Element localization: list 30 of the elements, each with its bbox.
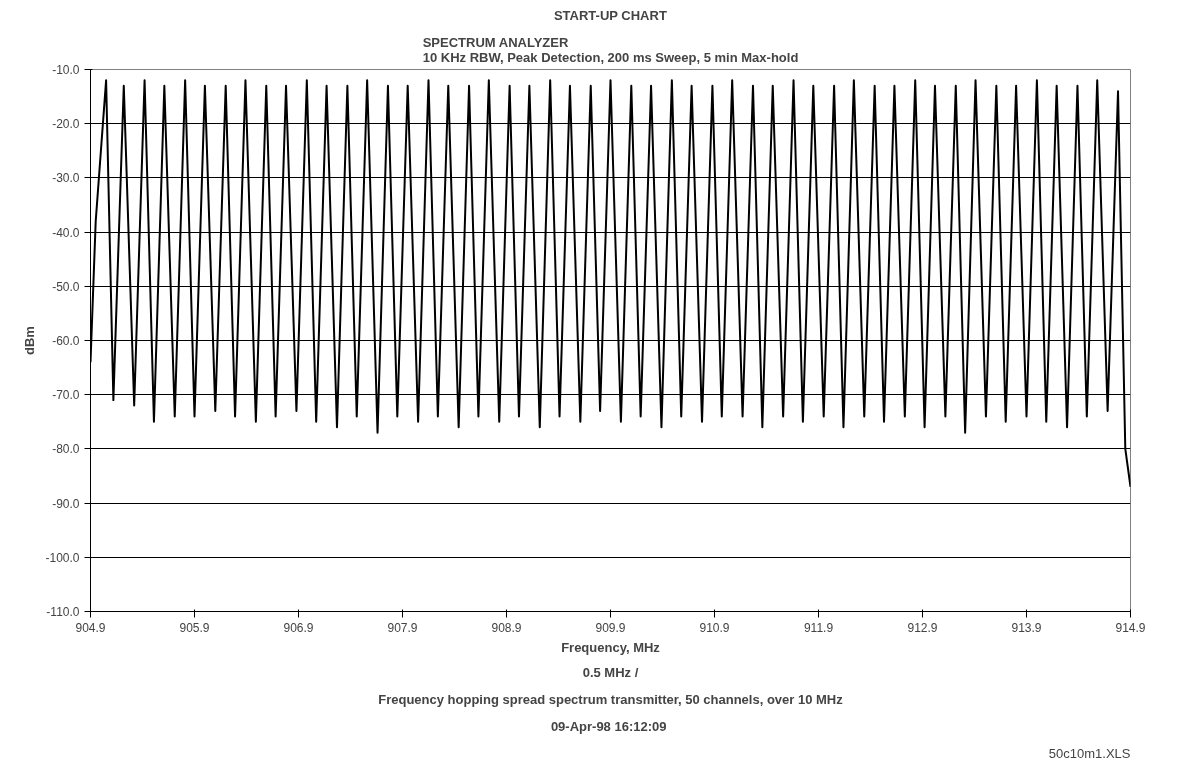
text: 09-Apr-98 16:12:09	[550, 718, 667, 734]
x-tick-label: 906.9	[283, 620, 314, 635]
x-tick-label: 908.9	[491, 620, 522, 635]
text: Frequency hopping spread spectrum transmitter, 50 channels, over 10 MHz	[378, 691, 844, 707]
y-tick-label: -100.0	[45, 550, 80, 565]
x-tick-label: 907.9	[387, 620, 418, 635]
y-tick-label: -40.0	[52, 225, 80, 240]
y-tick-label: -20.0	[52, 117, 80, 132]
chart-title: START-UP CHART	[553, 7, 667, 23]
y-axis-title: dBm	[22, 326, 38, 355]
text: 50c10m1.XLS	[1048, 745, 1131, 761]
x-tick-label: 912.9	[907, 620, 938, 635]
x-tick-label: 909.9	[595, 620, 626, 635]
x-axis-title: Frequency, MHz	[561, 639, 661, 655]
y-tick-label: -110.0	[46, 605, 80, 619]
y-tick-label: -80.0	[52, 442, 80, 457]
y-tick-label: -30.0	[52, 171, 80, 186]
y-tick-label: -10.0	[52, 63, 80, 77]
x-tick-label: 904.9	[75, 620, 106, 635]
x-tick-label: 905.9	[179, 620, 210, 635]
chart-subtitle: SPECTRUM ANALYZER 10 KHz RBW, Peak Detection, 200 ms Sweep, 5 min Max-hold	[422, 34, 799, 65]
x-tick-label: 914.9	[1115, 620, 1146, 635]
x-tick-label: 913.9	[1011, 620, 1042, 635]
text: 0.5 MHz /	[582, 664, 639, 680]
x-tick-label: 911.9	[803, 620, 834, 635]
x-tick-label: 910.9	[699, 620, 730, 635]
y-tick-label: -70.0	[52, 388, 80, 403]
y-tick-label: -60.0	[52, 334, 80, 348]
y-tick-label: -50.0	[52, 279, 80, 294]
y-tick-label: -90.0	[52, 496, 80, 511]
